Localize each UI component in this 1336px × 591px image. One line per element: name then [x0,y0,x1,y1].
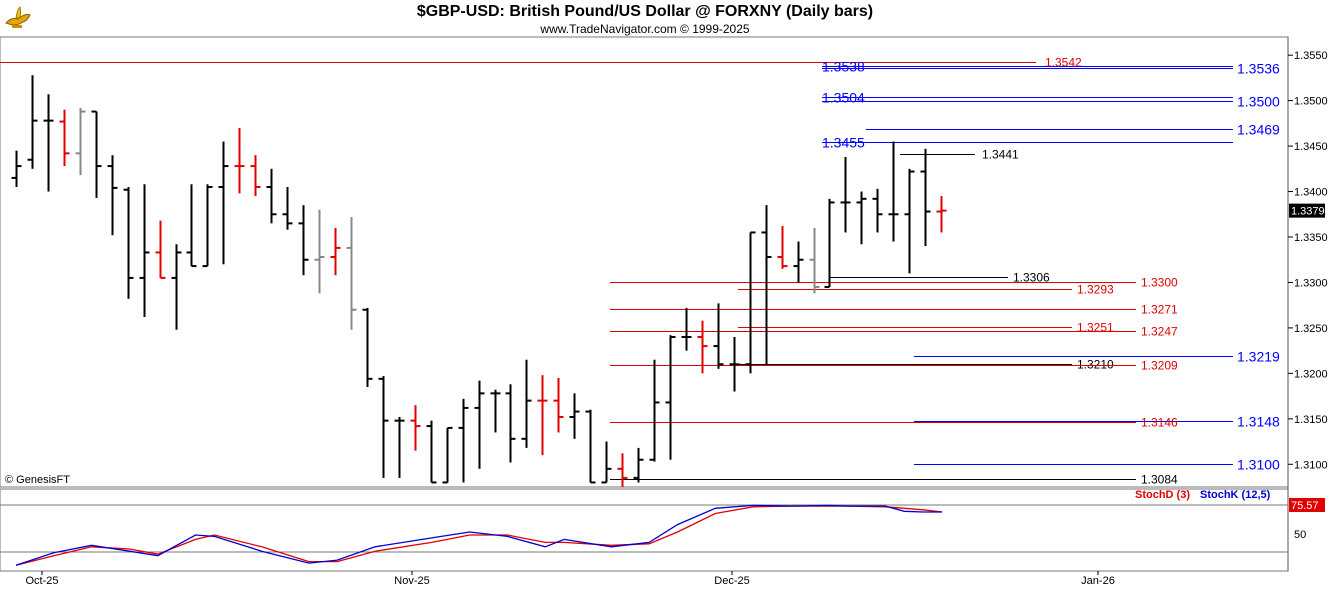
level-label: 1.3210 [1077,358,1114,372]
level-label: 1.3271 [1141,303,1178,317]
price-tick-label: 1.3250 [1294,323,1328,335]
last-price-box [1289,203,1325,218]
stoch-k-line [15,504,943,566]
stoch-k-label: StochK (12,5) [1200,489,1271,501]
stoch-tick-label: 50 [1294,529,1306,541]
genie-lamp-icon [3,3,33,31]
level-label: 1.3148 [1237,414,1280,430]
level-label: 1.3469 [1237,122,1280,138]
date-tick-label: Dec-25 [714,575,749,587]
price-tick-label: 1.3400 [1294,187,1328,199]
level-label: 1.3306 [1013,271,1050,285]
price-tick-label: 1.3300 [1294,277,1328,289]
stoch-last-box [1289,498,1325,512]
price-axis: 1.3550 1.3500 1.3450 1.3400 1.3350 1.3300 1.32… [1288,50,1328,471]
level-label: 1.3538 [822,59,865,75]
price-bars [11,75,947,487]
chart-title: $GBP-USD: British Pound/US Dollar @ FORX… [416,3,874,20]
price-tick-label: 1.3550 [1294,50,1328,62]
level-label: 1.3455 [822,135,865,151]
price-tick-label: 1.3350 [1294,232,1328,244]
price-panel-border [0,36,1289,488]
stoch-last-label: 75.57 [1291,500,1319,512]
date-axis: Oct-25 Nov-25 Dec-25 Jan-26 [25,571,1115,587]
price-tick-label: 1.3100 [1294,459,1328,471]
price-tick-label: 1.3450 [1294,141,1328,153]
date-tick-label: Nov-25 [394,575,429,587]
chart-frame [0,36,1289,572]
price-tick-label: 1.3500 [1294,96,1328,108]
level-label: 1.3300 [1141,276,1178,290]
level-label: 1.3500 [1237,94,1280,110]
level-label: 1.3542 [1045,56,1082,70]
chart-subtitle: www.TradeNavigator.com © 1999-2025 [540,22,750,36]
level-label: 1.3100 [1237,457,1280,473]
stochastic-panel: 50 75.57 [0,498,1325,566]
date-tick-label: Oct-25 [25,575,58,587]
level-label: 1.3209 [1141,359,1178,373]
stoch-panel-border [0,488,1289,572]
level-label: 1.3219 [1237,349,1280,365]
credit-text: © GenesisFT [5,474,70,486]
level-label: 1.3084 [1141,473,1178,487]
level-label: 1.3251 [1077,321,1114,335]
price-tick-label: 1.3200 [1294,368,1328,380]
level-lines: 1.3542 1.3538 1.3536 1.3504 1.3500 1.3469 1.34… [0,56,1280,487]
level-label: 1.3441 [982,148,1019,162]
level-label: 1.3293 [1077,283,1114,297]
level-label: 1.3247 [1141,325,1178,339]
last-price-label: 1.3379 [1291,206,1325,218]
price-tick-label: 1.3150 [1294,414,1328,426]
stoch-d-label: StochD (3) [1135,489,1190,501]
level-label: 1.3146 [1141,416,1178,430]
date-tick-label: Jan-26 [1081,575,1115,587]
level-label: 1.3504 [822,90,865,106]
level-label: 1.3536 [1237,61,1280,77]
